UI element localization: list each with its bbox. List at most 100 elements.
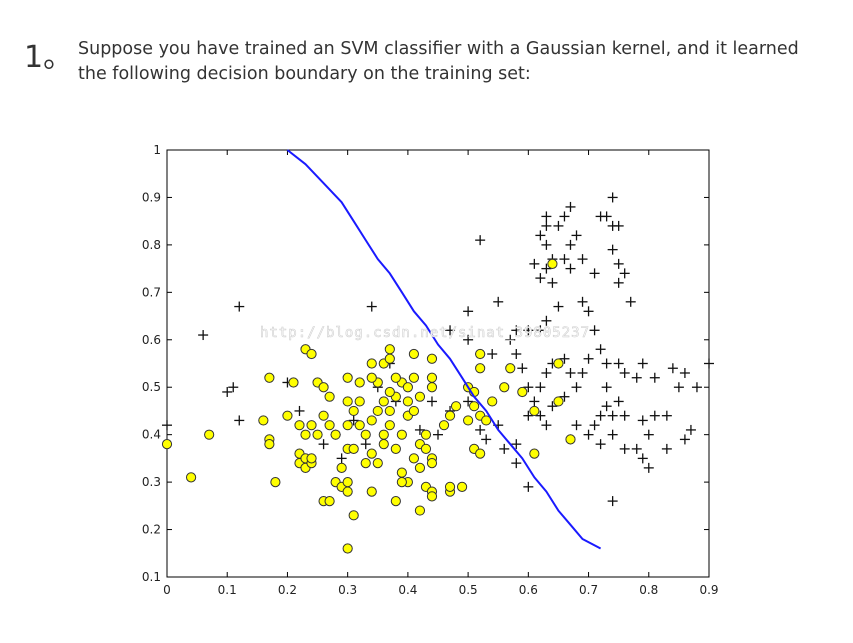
circle-marker: [185, 472, 197, 483]
plus-marker: [559, 211, 570, 222]
plus-marker: [559, 391, 570, 402]
circle-marker: [324, 420, 335, 431]
plus-marker: [559, 254, 570, 265]
circle-marker: [481, 415, 492, 426]
plus-marker: [505, 334, 516, 345]
plus-marker: [529, 396, 540, 407]
plus-marker: [541, 315, 552, 326]
circle-marker: [396, 429, 407, 440]
circle-marker: [475, 363, 486, 374]
plus-marker: [613, 396, 624, 407]
plus-marker: [162, 420, 172, 431]
watermark-text: http://blog.csdn.net/sinat_39805237: [260, 325, 590, 341]
y-tick-label: 0.2: [142, 523, 161, 537]
circle-marker: [384, 420, 395, 431]
plus-marker: [607, 192, 618, 203]
plus-marker: [613, 258, 624, 269]
circle-marker: [384, 353, 395, 364]
plus-marker: [529, 258, 540, 269]
circle-marker: [487, 396, 498, 407]
circle-marker: [282, 410, 293, 421]
y-tick-label: 0.7: [142, 285, 161, 299]
circle-marker: [378, 439, 389, 450]
plus-marker: [535, 410, 546, 421]
circle-marker: [300, 429, 311, 440]
circle-marker: [342, 420, 353, 431]
circle-marker: [426, 382, 438, 393]
x-tick-labels: 0 0.1 0.2 0.3 0.4 0.5 0.6 0.7 0.8 0.9: [163, 583, 718, 597]
circle-marker: [264, 372, 275, 383]
plus-marker: [625, 296, 636, 307]
plus-marker: [565, 263, 576, 274]
y-tick-label: 0.1: [142, 570, 161, 584]
circle-marker: [366, 448, 377, 459]
circle-marker: [294, 420, 305, 431]
circle-marker: [414, 505, 426, 516]
plus-marker: [571, 382, 582, 393]
circle-marker: [426, 353, 438, 364]
plus-marker: [577, 296, 588, 307]
plus-marker: [691, 382, 702, 393]
plus-marker: [704, 358, 714, 369]
circle-marker: [463, 415, 474, 426]
plus-marker: [541, 263, 552, 274]
circle-marker: [378, 396, 389, 407]
plus-marker: [607, 410, 618, 421]
circle-marker: [342, 486, 353, 497]
plus-marker: [619, 443, 630, 454]
circle-marker: [499, 382, 510, 393]
plus-marker: [535, 325, 546, 336]
circle-marker: [553, 358, 564, 369]
circle-marker: [384, 405, 395, 417]
x-tick-label: 0.1: [218, 583, 237, 597]
plus-marker: [318, 439, 329, 450]
circle-marker: [258, 415, 269, 426]
plus-marker: [535, 273, 546, 284]
plus-marker: [667, 363, 678, 374]
plus-marker: [535, 382, 546, 393]
y-tick-label: 0.8: [142, 238, 161, 252]
circle-marker: [438, 420, 450, 431]
plus-marker: [535, 230, 546, 241]
circle-marker: [553, 396, 564, 407]
plus-marker: [637, 453, 648, 464]
plus-marker: [643, 429, 654, 440]
plus-marker: [595, 439, 606, 450]
circle-marker: [444, 410, 456, 421]
plus-marker: [228, 382, 239, 393]
circle-marker: [426, 372, 438, 383]
circle-marker: [306, 420, 317, 431]
circle-marker: [426, 491, 438, 502]
plus-marker: [366, 301, 377, 312]
circle-marker: [354, 420, 365, 431]
x-tick-label: 0: [163, 583, 171, 597]
plus-marker: [511, 349, 522, 360]
plus-marker: [523, 410, 534, 421]
plus-marker: [198, 330, 209, 341]
plus-marker: [493, 296, 504, 307]
circle-marker: [366, 372, 377, 383]
circle-marker: [161, 439, 173, 450]
circle-marker: [372, 405, 383, 417]
plus-marker: [619, 367, 630, 378]
circle-marker: [366, 415, 377, 426]
circle-marker: [378, 429, 389, 440]
plus-marker: [475, 424, 486, 435]
circle-marker: [372, 458, 383, 469]
plus-marker: [589, 268, 600, 279]
plus-marker: [414, 424, 425, 435]
plus-marker: [517, 363, 528, 374]
plus-marker: [294, 405, 305, 416]
plus-marker: [553, 301, 564, 312]
circle-marker: [342, 477, 353, 488]
x-tick-label: 0.6: [519, 583, 538, 597]
circle-marker: [336, 462, 347, 473]
axis-ticks: [166, 149, 710, 578]
plus-marker: [553, 220, 564, 231]
plus-marker: [463, 334, 474, 345]
plus-marker: [547, 401, 558, 412]
plus-marker: [595, 344, 606, 355]
circle-marker: [324, 391, 335, 402]
circle-marker: [456, 481, 468, 492]
